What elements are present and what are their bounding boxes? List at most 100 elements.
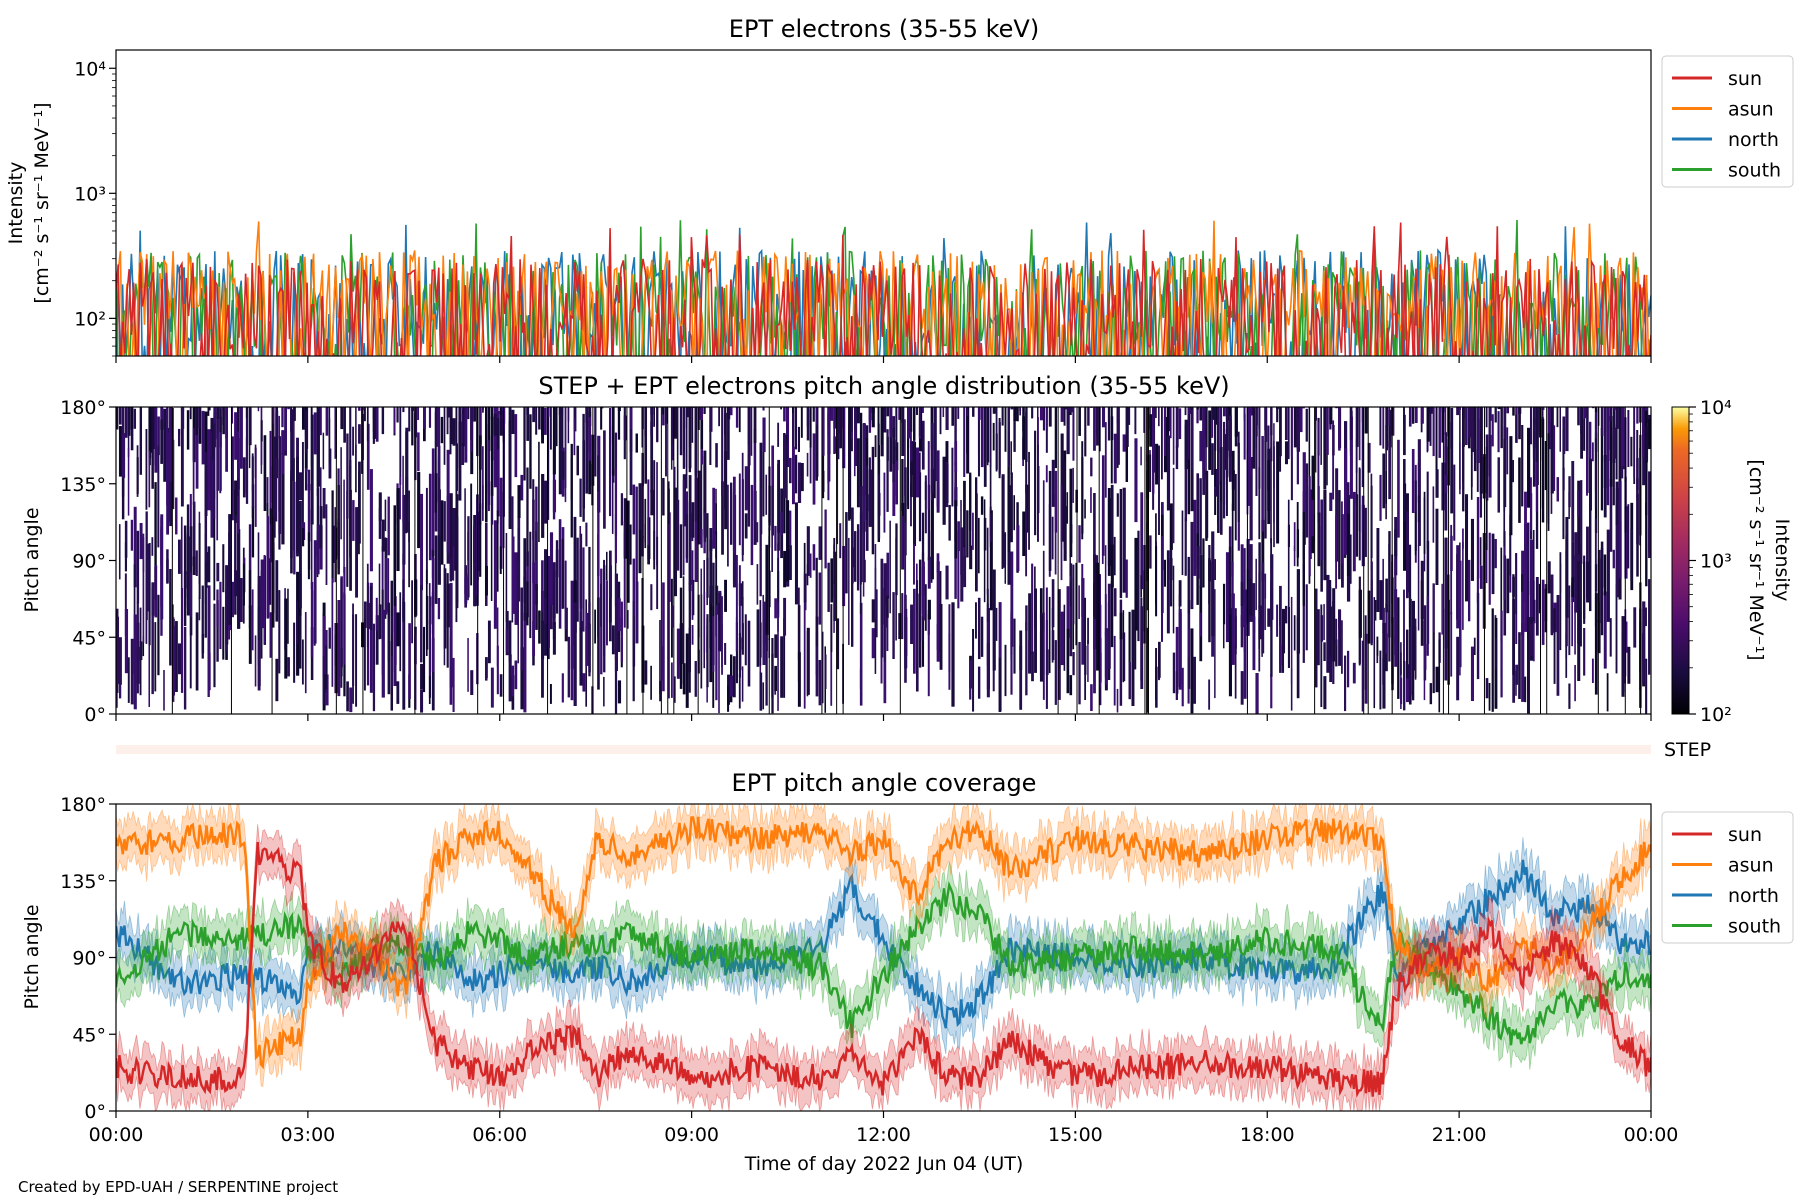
- heatmap-cell: [1314, 407, 1317, 473]
- heatmap-cell: [1432, 583, 1435, 694]
- heatmap-cell: [470, 407, 474, 441]
- heatmap-cell: [1160, 536, 1164, 642]
- heatmap-cell: [821, 407, 825, 456]
- heatmap-cell: [446, 407, 449, 435]
- heatmap-cell: [526, 407, 530, 441]
- heatmap-cell: [1214, 417, 1216, 487]
- heatmap-cell: [1341, 501, 1343, 564]
- heatmap-cell: [969, 545, 973, 570]
- heatmap-cell: [1193, 499, 1197, 576]
- heatmap-cell: [608, 565, 612, 599]
- heatmap-cell: [484, 522, 488, 606]
- heatmap-cell: [1317, 422, 1320, 523]
- heatmap-cell: [1069, 675, 1073, 696]
- heatmap-cell: [1574, 532, 1578, 613]
- heatmap-cell: [1403, 414, 1406, 456]
- heatmap-cell: [1332, 425, 1335, 456]
- heatmap-cell: [856, 407, 860, 424]
- y-tick-label: 0°: [84, 1101, 106, 1123]
- heatmap-cell: [414, 579, 418, 616]
- heatmap-cell: [1491, 608, 1494, 712]
- heatmap-cell: [765, 474, 768, 515]
- heatmap-cell: [532, 407, 536, 423]
- heatmap-cell: [853, 531, 857, 582]
- heatmap-cell: [325, 504, 328, 585]
- heatmap-cell: [759, 457, 762, 508]
- heatmap-cell: [721, 407, 724, 496]
- heatmap-cell: [1037, 417, 1039, 453]
- heatmap-cell: [1178, 609, 1182, 685]
- legend-box: [1661, 811, 1794, 944]
- heatmap-cell: [833, 436, 837, 454]
- heatmap-cell: [1169, 503, 1173, 550]
- legend-label-asun: asun: [1728, 99, 1774, 121]
- heatmap-cell: [694, 432, 698, 522]
- heatmap-cell: [535, 584, 538, 630]
- heatmap-cell: [1411, 600, 1415, 671]
- heatmap-cell: [1261, 519, 1265, 582]
- heatmap-cell: [848, 424, 851, 521]
- heatmap-cell: [290, 407, 293, 431]
- heatmap-cell: [1636, 493, 1639, 545]
- heatmap-cell: [263, 555, 266, 644]
- heatmap-cell: [431, 595, 434, 634]
- heatmap-cell: [977, 597, 981, 660]
- heatmap-cell: [1515, 553, 1517, 615]
- heatmap-cell: [496, 607, 499, 667]
- heatmap-cell: [1187, 407, 1191, 414]
- heatmap-cell: [1541, 418, 1545, 523]
- heatmap-cell: [145, 511, 148, 621]
- heatmap-cell: [1270, 554, 1274, 620]
- heatmap-cell: [700, 529, 703, 548]
- heatmap-cell: [765, 544, 769, 635]
- heatmap-cell: [198, 407, 201, 429]
- heatmap-cell: [1317, 486, 1320, 516]
- heatmap-cell: [771, 638, 774, 698]
- heatmap-cell: [1063, 506, 1067, 561]
- heatmap-cell: [346, 490, 349, 587]
- heatmap-cell: [428, 407, 432, 428]
- heatmap-cell: [579, 611, 582, 631]
- heatmap-cell: [552, 479, 557, 513]
- heatmap-cell: [1093, 582, 1097, 617]
- heatmap-cell: [127, 448, 130, 516]
- heatmap-cell: [904, 594, 907, 683]
- heatmap-cell: [1214, 589, 1216, 699]
- heatmap-cell: [856, 438, 860, 508]
- heatmap-cell: [1338, 609, 1341, 630]
- heatmap-cell: [753, 428, 757, 521]
- heatmap-cell: [688, 407, 692, 473]
- heatmap-cell: [1627, 504, 1630, 569]
- heatmap-cell: [1349, 407, 1353, 441]
- heatmap-cell: [213, 490, 216, 601]
- heatmap-cell: [1494, 638, 1497, 669]
- heatmap-cell: [1618, 481, 1622, 579]
- heatmap-cell: [1335, 639, 1338, 667]
- heatmap-cell: [116, 616, 120, 684]
- heatmap-cell: [393, 407, 396, 434]
- heatmap-cell: [910, 407, 913, 432]
- heatmap-cell: [921, 561, 925, 621]
- heatmap-cell: [1426, 596, 1429, 656]
- heatmap-cell: [1072, 407, 1075, 461]
- heatmap-cell: [154, 407, 158, 473]
- heatmap-cell: [564, 560, 567, 630]
- heatmap-cell: [284, 598, 288, 679]
- heatmap-cell: [201, 410, 205, 465]
- heatmap-cell: [594, 609, 597, 644]
- heatmap-cell: [1222, 620, 1225, 649]
- heatmap-cell: [1249, 407, 1252, 476]
- heatmap-cell: [632, 625, 635, 702]
- heatmap-cell: [1388, 409, 1392, 448]
- heatmap-cell: [245, 407, 248, 418]
- heatmap-cell: [1022, 416, 1026, 460]
- heatmap-cell: [251, 506, 255, 558]
- heatmap-cell: [960, 527, 964, 602]
- x-tick-label: 00:00: [89, 1124, 144, 1146]
- heatmap-cell: [845, 512, 848, 594]
- heatmap-cell: [1615, 481, 1619, 526]
- heatmap-cell: [774, 634, 778, 658]
- heatmap-cell: [948, 505, 951, 541]
- heatmap-cell: [927, 610, 930, 697]
